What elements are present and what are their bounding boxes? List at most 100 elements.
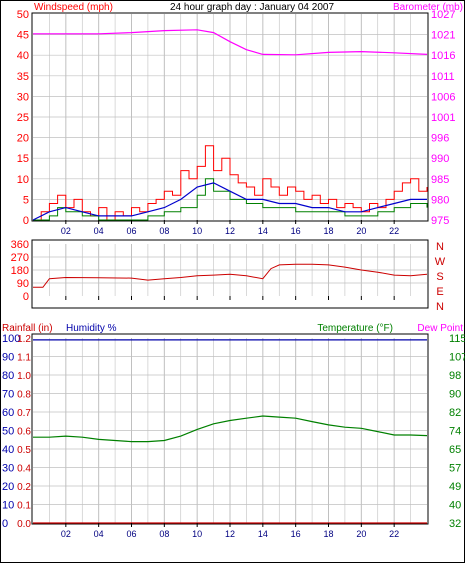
temperature-tick-label: 98: [449, 370, 461, 382]
temperature-tick-label: 115: [449, 333, 465, 345]
rainfall-tick-label: 0.4: [17, 464, 31, 475]
humidity-tick-label: 70: [2, 389, 14, 401]
windspeed-tick-label: 0: [23, 215, 29, 227]
average-wind-series: [32, 182, 427, 221]
barometer-tick-label: 1021: [431, 30, 455, 42]
windspeed-tick-label: 35: [17, 71, 29, 83]
direction-tick-label: 90: [17, 278, 29, 290]
rainfall-axis-title: Rainfall (in): [2, 323, 53, 334]
barometer-tick-label: 1011: [431, 71, 455, 83]
windspeed-axis-title: Windspeed (mph): [34, 2, 113, 13]
humidity-tick-label: 10: [2, 500, 14, 512]
rainfall-tick-label: 0.0: [17, 519, 31, 530]
temperature-tick-label: 82: [449, 407, 461, 419]
humidity-panel-x-tick-label: 16: [291, 529, 301, 539]
humidity-tick-label: 30: [2, 463, 14, 475]
humidity-panel-x-tick-label: 04: [94, 529, 104, 539]
barometer-tick-label: 990: [431, 153, 449, 165]
temperature-tick-label: 32: [449, 518, 461, 530]
temperature-tick-label: 65: [449, 444, 461, 456]
windspeed-tick-label: 50: [17, 9, 29, 21]
compass-label: N: [436, 301, 444, 313]
wind-panel-x-tick-label: 16: [291, 226, 301, 236]
rainfall-tick-label: 1.2: [17, 334, 31, 345]
humidity-tick-label: 60: [2, 407, 14, 419]
humidity-tick-label: 80: [2, 370, 14, 382]
humidity-panel-x-tick-label: 20: [356, 529, 366, 539]
windspeed-tick-label: 10: [17, 174, 29, 186]
compass-label: W: [435, 256, 446, 268]
rainfall-tick-label: 1.0: [17, 371, 31, 382]
humidity-axis-title: Humidity %: [66, 323, 117, 334]
direction-tick-label: 360: [11, 239, 29, 251]
humidity-tick-label: 40: [2, 444, 14, 456]
humidity-tick-label: 100: [2, 333, 20, 345]
temperature-tick-label: 90: [449, 389, 461, 401]
wind-panel-x-tick-label: 10: [192, 226, 202, 236]
humidity-tick-label: 20: [2, 481, 14, 493]
windspeed-tick-label: 45: [17, 30, 29, 42]
humidity-panel-x-tick-label: 12: [225, 529, 235, 539]
temperature-tick-label: 49: [449, 481, 461, 493]
dew-point-title: Dew Point: [417, 323, 463, 334]
rainfall-tick-label: 0.8: [17, 390, 31, 401]
humidity-tick-label: 0: [2, 518, 8, 530]
wind-panel-x-tick-label: 14: [258, 226, 268, 236]
barometer-tick-label: 980: [431, 194, 449, 206]
temperature-tick-label: 57: [449, 463, 461, 475]
wind-panel-x-tick-label: 06: [126, 226, 136, 236]
humidity-panel-x-tick-label: 18: [323, 529, 333, 539]
humidity-panel-x-tick-label: 02: [61, 529, 71, 539]
humidity-tick-label: 90: [2, 352, 14, 364]
humidity-panel-x-tick-label: 22: [389, 529, 399, 539]
barometer-series: [33, 29, 428, 56]
wind-panel-x-tick-label: 20: [356, 226, 366, 236]
wind-panel-x-tick-label: 04: [94, 226, 104, 236]
barometer-tick-label: 1027: [431, 9, 455, 21]
direction-tick-label: 0: [23, 291, 29, 303]
humidity-panel-x-tick-label: 10: [192, 529, 202, 539]
direction-tick-label: 270: [11, 252, 29, 264]
temperature-tick-label: 40: [449, 500, 461, 512]
barometer-tick-label: 975: [431, 215, 449, 227]
windspeed-tick-label: 15: [17, 153, 29, 165]
temperature-axis-title: Temperature (°F): [317, 323, 393, 334]
wind-panel-x-tick-label: 22: [389, 226, 399, 236]
rainfall-tick-label: 0.1: [17, 501, 31, 512]
wind-series: [33, 178, 428, 221]
wind-panel-x-tick-label: 08: [159, 226, 169, 236]
barometer-tick-label: 996: [431, 133, 449, 145]
temperature-series: [33, 415, 428, 443]
compass-label: N: [436, 241, 444, 253]
barometer-axis-title: Barometer (mb): [393, 2, 463, 13]
windspeed-tick-label: 5: [23, 194, 29, 206]
windspeed-tick-label: 40: [17, 50, 29, 62]
humidity-panel-x-tick-label: 06: [126, 529, 136, 539]
wind-panel-x-tick-label: 18: [323, 226, 333, 236]
windspeed-tick-label: 30: [17, 91, 29, 103]
compass-label: S: [436, 271, 443, 283]
rainfall-tick-label: 0.2: [17, 482, 31, 493]
chart-title: 24 hour graph day : January 04 2007: [170, 2, 334, 13]
wind-panel-x-tick-label: 02: [61, 226, 71, 236]
barometer-tick-label: 1001: [431, 112, 455, 124]
barometer-tick-label: 1006: [431, 91, 455, 103]
chart-layer: 0510152025303540455097598098599099610011…: [2, 9, 465, 539]
rainfall-tick-label: 0.6: [17, 427, 31, 438]
humidity-panel-x-tick-label: 14: [258, 529, 268, 539]
compass-label: E: [436, 286, 443, 298]
direction-series: [33, 263, 428, 288]
humidity-tick-label: 50: [2, 426, 14, 438]
temperature-tick-label: 107: [449, 352, 465, 364]
windspeed-tick-label: 20: [17, 133, 29, 145]
rainfall-tick-label: 1.1: [17, 353, 31, 364]
barometer-tick-label: 985: [431, 174, 449, 186]
wind-panel-x-tick-label: 12: [225, 226, 235, 236]
direction-tick-label: 180: [11, 265, 29, 277]
barometer-tick-label: 1016: [431, 50, 455, 62]
rainfall-tick-label: 0.7: [17, 408, 31, 419]
temperature-tick-label: 74: [449, 426, 461, 438]
windspeed-tick-label: 25: [17, 112, 29, 124]
